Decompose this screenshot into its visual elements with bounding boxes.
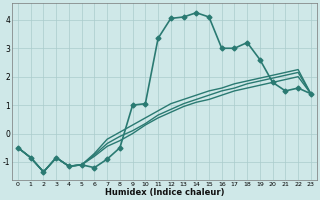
X-axis label: Humidex (Indice chaleur): Humidex (Indice chaleur): [105, 188, 224, 197]
